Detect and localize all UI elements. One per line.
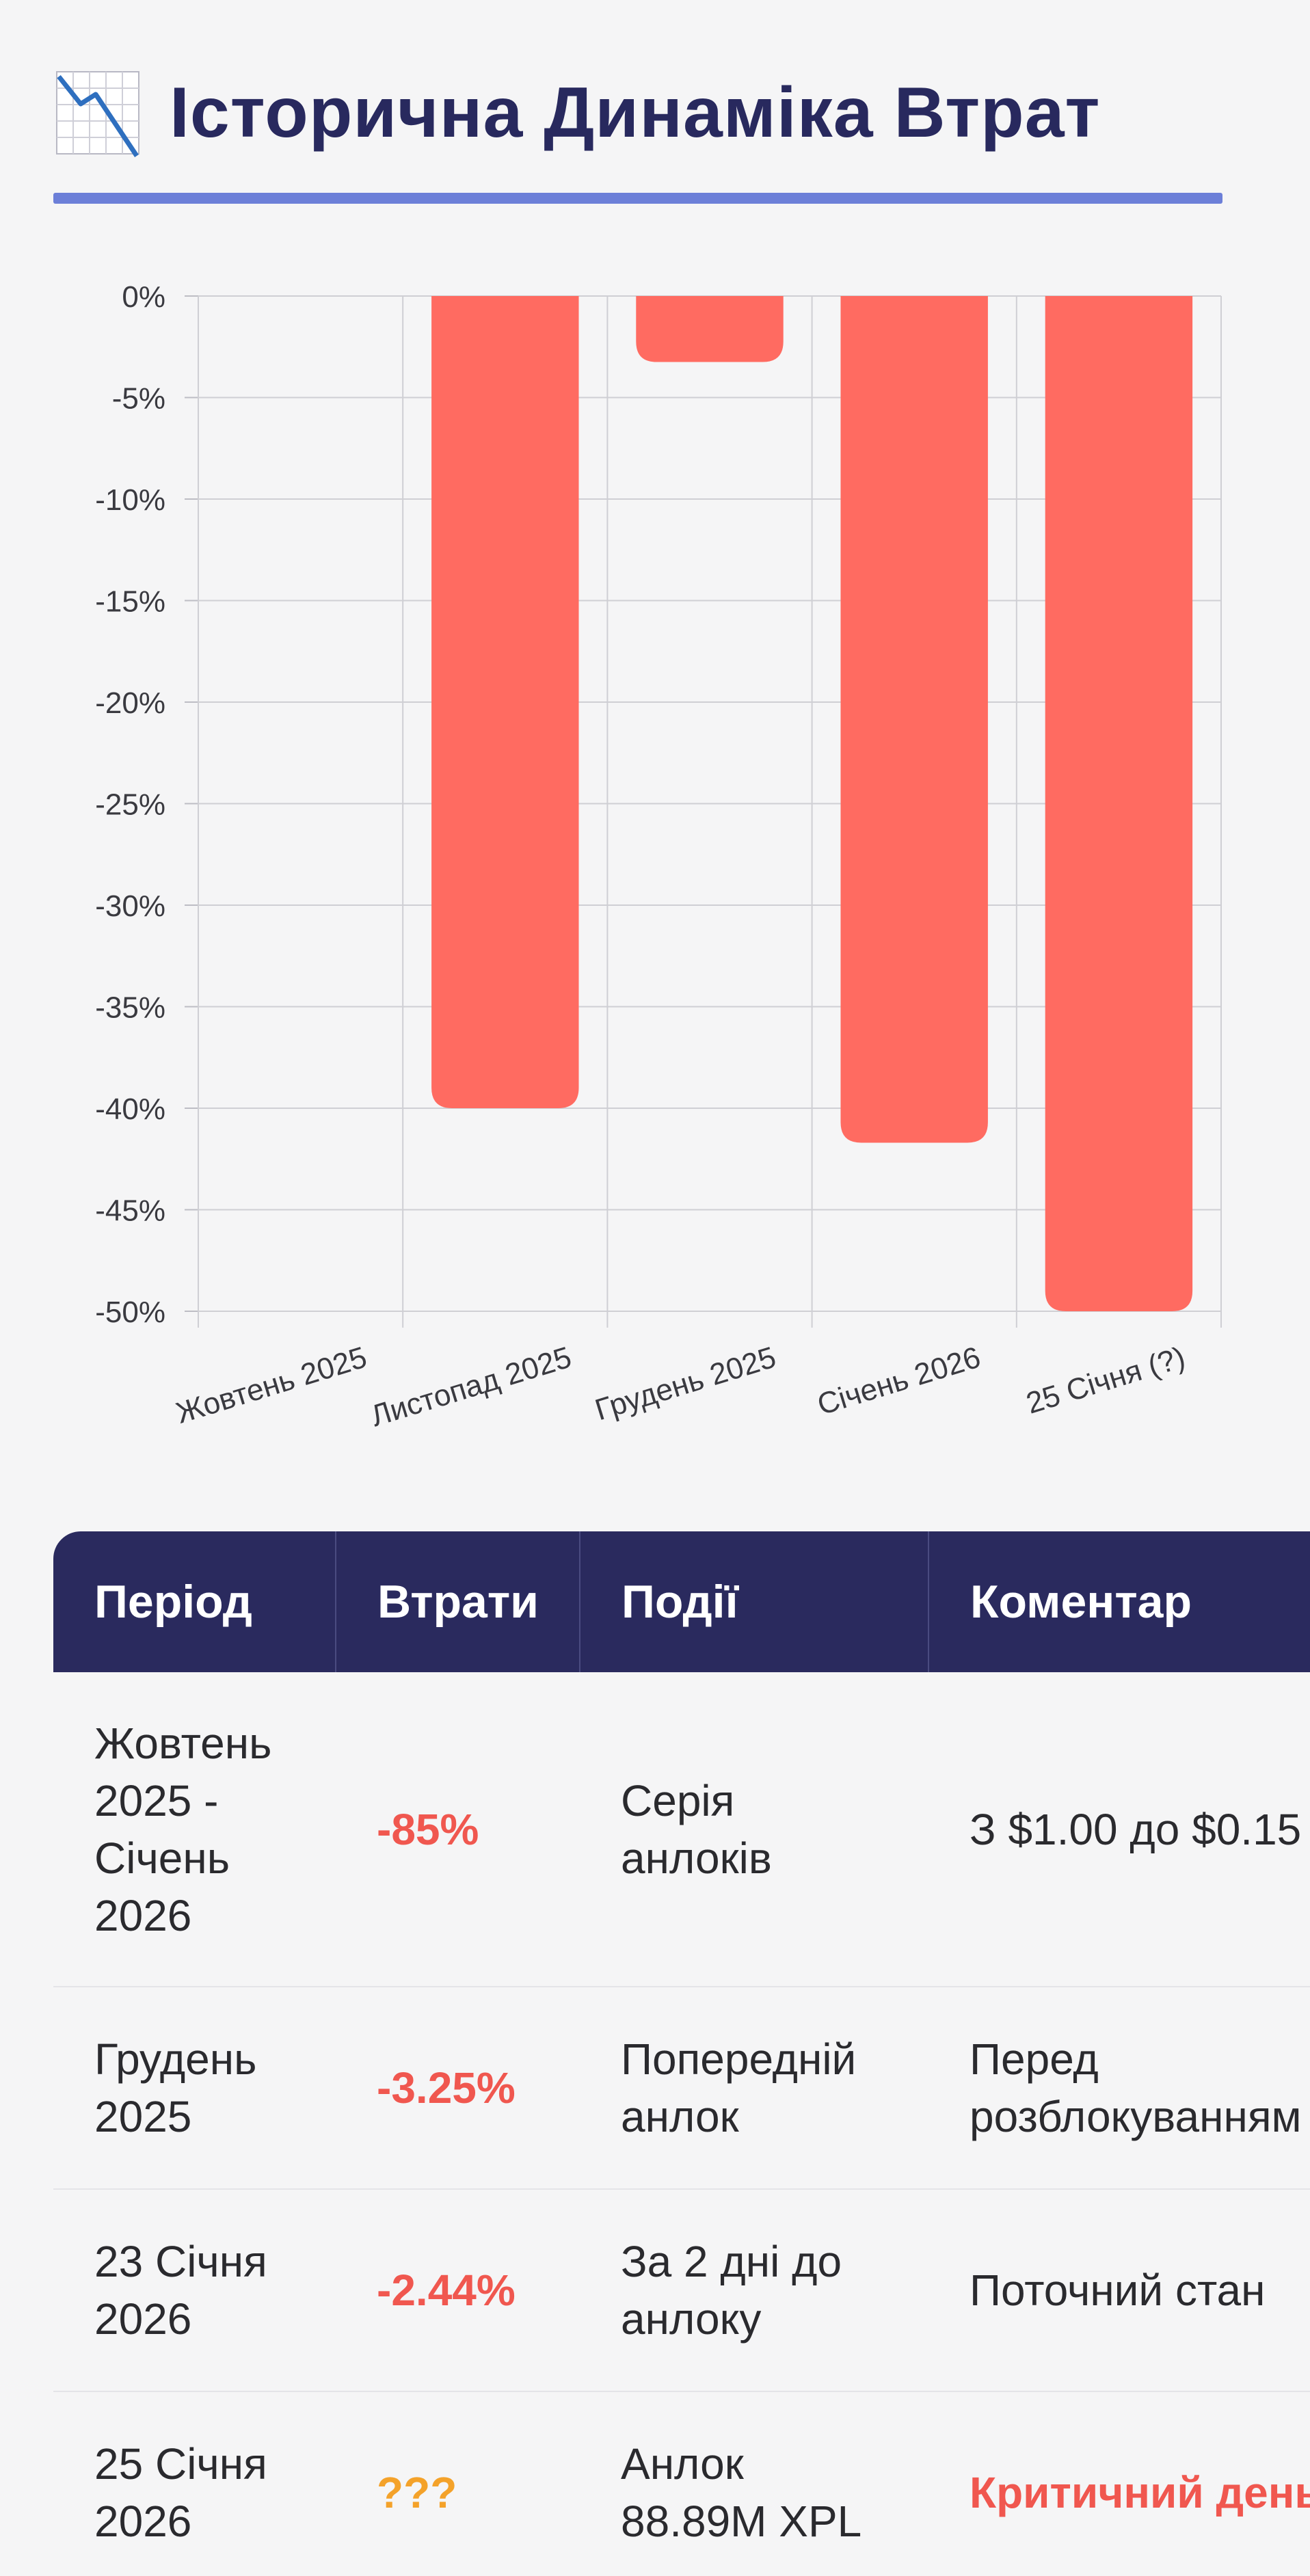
table-row: Грудень 2025 -3.25% Попередній анлок Перед… bbox=[53, 1987, 1310, 2190]
x-tick-label: Листопад 2025 bbox=[367, 1341, 576, 1434]
page-header: Історична Динаміка Втрат bbox=[53, 62, 1222, 164]
x-tick-label: Січень 2026 bbox=[814, 1341, 985, 1422]
bar bbox=[1045, 296, 1193, 1311]
comment-cell: З $1.00 до $0.15 bbox=[928, 1672, 1310, 1987]
period-cell: 23 Січня 2026 bbox=[53, 2189, 336, 2392]
y-tick-label: -35% bbox=[95, 991, 165, 1025]
bar bbox=[431, 296, 579, 1108]
y-tick-label: -10% bbox=[95, 483, 165, 517]
period-cell: Жовтень 2025 - Січень 2026 bbox=[53, 1672, 336, 1987]
table-header-row: Період Втрати Події Коментар bbox=[53, 1531, 1310, 1672]
comment-cell: Критичний день bbox=[928, 2391, 1310, 2576]
event-cell: Попередній анлок bbox=[580, 1987, 928, 2190]
event-cell: Анлок 88.89M XPL bbox=[580, 2391, 928, 2576]
table-row: 25 Січня 2026 ??? Анлок 88.89M XPL Критичн… bbox=[53, 2391, 1310, 2576]
event-cell: За 2 дні до анлоку bbox=[580, 2189, 928, 2392]
bar bbox=[840, 296, 988, 1143]
loss-bar-chart: 0% -5% -10% -15% -20% -25% -30% -35% -40% -45% -50… bbox=[95, 280, 1222, 1434]
x-tick-label: 25 Січня (?) bbox=[1022, 1341, 1189, 1421]
y-tick-label: -50% bbox=[95, 1296, 165, 1329]
x-tick-label: Жовтень 2025 bbox=[172, 1341, 371, 1430]
chart-bars bbox=[431, 296, 1193, 1311]
comment-cell: Поточний стан bbox=[928, 2189, 1310, 2392]
corner-decoration bbox=[1269, 0, 1310, 21]
column-header-comment: Коментар bbox=[928, 1531, 1310, 1672]
y-tick-label: 0% bbox=[122, 280, 165, 314]
y-tick-label: -40% bbox=[95, 1092, 165, 1126]
loss-cell: -2.44% bbox=[336, 2189, 580, 2392]
x-tick-label: Грудень 2025 bbox=[591, 1341, 780, 1427]
bar bbox=[636, 296, 784, 362]
column-header-events: Події bbox=[580, 1531, 929, 1672]
y-tick-label: -25% bbox=[95, 788, 165, 822]
y-tick-label: -20% bbox=[95, 686, 165, 720]
page-title: Історична Динаміка Втрат bbox=[170, 72, 1101, 152]
y-tick-label: -15% bbox=[95, 585, 165, 619]
chart-decreasing-icon bbox=[56, 71, 139, 157]
column-header-loss: Втрати bbox=[336, 1531, 580, 1672]
loss-cell: -85% bbox=[336, 1672, 580, 1987]
loss-cell: -3.25% bbox=[336, 1987, 580, 2190]
y-tick-label: -45% bbox=[95, 1194, 165, 1228]
loss-table-container: Період Втрати Події Коментар Жовтень 2025… bbox=[53, 1531, 1310, 2576]
loss-table: Період Втрати Події Коментар Жовтень 2025… bbox=[53, 1531, 1310, 2576]
column-header-period: Період bbox=[53, 1531, 336, 1672]
period-cell: 25 Січня 2026 bbox=[53, 2391, 336, 2576]
event-cell: Серія анлоків bbox=[580, 1672, 928, 1987]
y-tick-label: -5% bbox=[112, 382, 165, 416]
period-cell: Грудень 2025 bbox=[53, 1987, 336, 2190]
title-underline bbox=[53, 193, 1222, 204]
comment-cell: Перед розблокуванням bbox=[928, 1987, 1310, 2190]
y-tick-label: -30% bbox=[95, 889, 165, 923]
table-row: Жовтень 2025 - Січень 2026 -85% Серія анлокі… bbox=[53, 1672, 1310, 1987]
y-axis-labels: 0% -5% -10% -15% -20% -25% -30% -35% -40% -45% -50… bbox=[95, 280, 165, 1329]
loss-cell: ??? bbox=[336, 2391, 580, 2576]
table-row: 23 Січня 2026 -2.44% За 2 дні до анлоку По… bbox=[53, 2189, 1310, 2392]
